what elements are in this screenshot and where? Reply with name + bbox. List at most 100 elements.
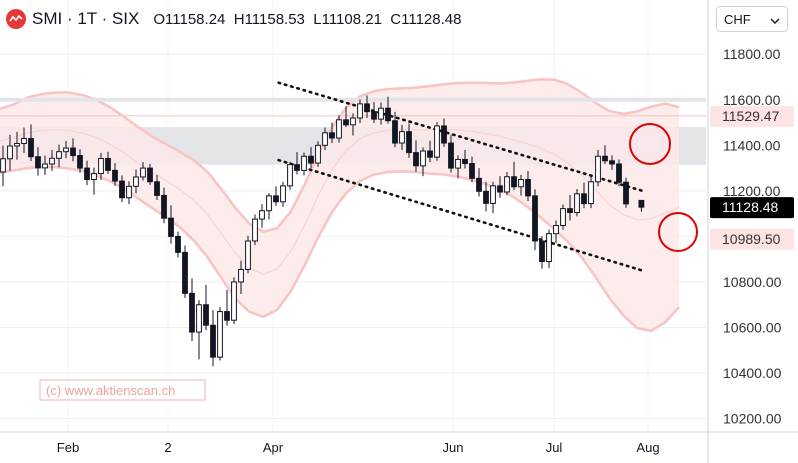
candle [35, 147, 41, 176]
candle [140, 162, 146, 181]
x-tick-label: 2 [164, 440, 171, 455]
candle-body [371, 111, 377, 120]
watermark-text: (c) www.aktienscan.ch [46, 383, 175, 398]
candle [525, 171, 531, 202]
y-tick-label: 10200.00 [723, 411, 782, 427]
x-tick-label: Feb [57, 440, 79, 455]
candle-body [273, 195, 279, 203]
candle [154, 174, 160, 200]
candle-body [14, 142, 20, 147]
candle [189, 278, 195, 342]
candle [455, 155, 461, 179]
price-label-box [710, 105, 794, 127]
candle [273, 186, 279, 206]
candle-body [259, 210, 265, 220]
candle [112, 163, 118, 186]
candle [84, 160, 90, 186]
candle-body [217, 311, 223, 358]
highlight-circles-layer: (c) www.aktienscan.ch [39, 123, 698, 401]
candle-body [539, 240, 545, 262]
trend-channel-lower [277, 158, 644, 272]
candle-body [112, 169, 118, 182]
candle [462, 149, 468, 169]
candle [371, 102, 377, 123]
candle [224, 289, 230, 326]
candle [378, 102, 384, 125]
candle [217, 307, 223, 361]
candle [413, 140, 419, 172]
candle-body [70, 147, 76, 157]
bollinger-band-fill [0, 79, 679, 331]
candle-body [105, 158, 111, 171]
x-tick-label: Apr [263, 440, 284, 455]
candle-body [469, 163, 475, 179]
candle [546, 229, 552, 269]
candle-body [420, 150, 426, 167]
candle-body [21, 137, 27, 144]
candle-body [7, 145, 13, 160]
candle [133, 169, 139, 194]
candle-body [119, 180, 125, 199]
candle-body [560, 208, 566, 226]
candle-body [525, 178, 531, 197]
candle-body [301, 155, 307, 171]
candle [504, 171, 510, 196]
candle-body [441, 125, 447, 144]
candles-layer [0, 95, 645, 367]
trend-channel-upper [277, 81, 644, 193]
chevron-down-icon [770, 12, 780, 27]
candle [553, 220, 559, 244]
candle-body [168, 217, 174, 237]
candle [532, 189, 538, 251]
candle-body [574, 193, 580, 214]
candle-body [147, 167, 153, 183]
candle [203, 284, 209, 331]
candle [119, 175, 125, 203]
aktienscan-logo-icon [6, 9, 26, 29]
candle [287, 161, 293, 190]
candle [231, 277, 237, 325]
watermark-box [39, 379, 206, 401]
candle-body [595, 155, 601, 183]
candle-body [413, 152, 419, 167]
candle [42, 155, 48, 175]
candle [0, 145, 6, 187]
candle-body [203, 304, 209, 326]
close-value: C11128.48 [390, 10, 462, 28]
candle-body [602, 155, 608, 162]
candle [483, 181, 489, 212]
candle-body [189, 292, 195, 333]
candle-body [231, 281, 237, 321]
price-label: 11128.48 [710, 197, 794, 219]
candle-body [294, 164, 300, 171]
candle [14, 131, 20, 160]
candle [329, 122, 335, 144]
candle [238, 260, 244, 295]
candle-body [126, 185, 132, 199]
candle-body [434, 125, 440, 158]
candle [490, 181, 496, 214]
candle-body [546, 233, 552, 262]
candle [560, 204, 566, 230]
candle [595, 149, 601, 187]
candle-body [357, 103, 363, 119]
candle-body [56, 151, 62, 159]
candle [7, 134, 13, 171]
price-label-box [710, 228, 794, 250]
candle-body [182, 251, 188, 294]
candle-body [504, 176, 510, 193]
candle-body [455, 158, 461, 169]
candle [574, 189, 580, 217]
candle-body [490, 185, 496, 204]
candle-body [245, 240, 251, 270]
currency-select[interactable]: CHF [716, 6, 788, 32]
ohlc-legend: O11158.24 H11158.53 L11108.21 C11128.48 [153, 11, 461, 28]
candle-body [350, 117, 356, 126]
chart-header: SMI · 1T · SIX O11158.24 H11158.53 L1110… [6, 8, 461, 30]
symbol-title[interactable]: SMI · 1T · SIX [32, 9, 140, 28]
candle-body [196, 304, 202, 333]
watermark: (c) www.aktienscan.ch [39, 379, 206, 401]
candle [518, 174, 524, 196]
candle [322, 127, 328, 151]
open-value: O11158.24 [153, 10, 226, 28]
